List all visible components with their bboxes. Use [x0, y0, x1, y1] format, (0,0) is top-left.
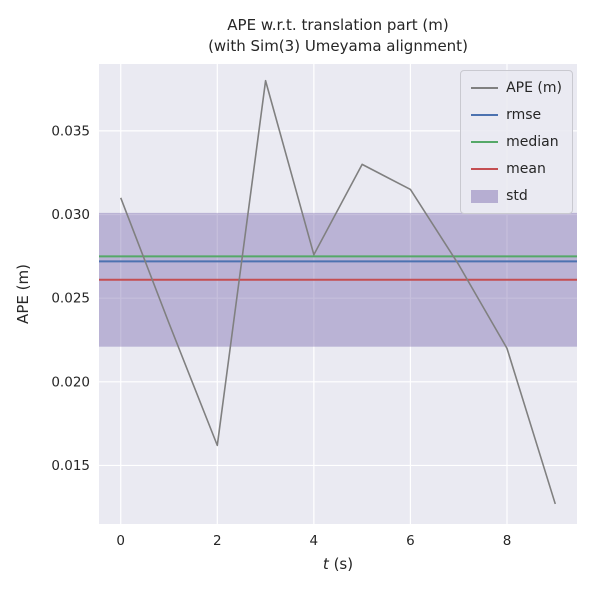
legend-label-median: median: [506, 134, 559, 150]
y-tick-label: 0.020: [51, 374, 90, 390]
x-tick-label: 0: [116, 533, 125, 549]
legend-label-std: std: [506, 188, 528, 204]
x-tick-label: 4: [310, 533, 319, 549]
x-tick-label: 8: [503, 533, 512, 549]
chart-title-line1: APE w.r.t. translation part (m): [227, 16, 449, 34]
legend-item-std: std: [471, 187, 562, 205]
legend-item-rmse: rmse: [471, 106, 562, 124]
x-tick-label: 2: [213, 533, 222, 549]
ape-line-swatch: [471, 87, 499, 89]
legend-label-ape: APE (m): [506, 80, 562, 96]
x-axis-label-unit: (s): [328, 555, 354, 573]
y-tick-label: 0.015: [51, 458, 90, 474]
x-axis-label-variable: t: [322, 555, 329, 573]
x-tick-label: 6: [406, 533, 415, 549]
legend-label-rmse: rmse: [506, 107, 542, 123]
std-patch-swatch: [471, 189, 499, 203]
legend-label-mean: mean: [506, 161, 546, 177]
legend-item-mean: mean: [471, 160, 562, 178]
y-tick-label: 0.035: [51, 123, 90, 139]
y-axis-label: APE (m): [14, 264, 32, 324]
chart-title-line2: (with Sim(3) Umeyama alignment): [208, 37, 468, 55]
legend: APE (m) rmse median mean std: [460, 70, 573, 214]
y-tick-label: 0.030: [51, 207, 90, 223]
median-line-swatch: [471, 141, 499, 143]
legend-item-median: median: [471, 133, 562, 151]
mean-line-swatch: [471, 168, 499, 170]
chart-title: APE w.r.t. translation part (m) (with Si…: [99, 15, 577, 57]
rmse-line-swatch: [471, 114, 499, 116]
x-axis-label: t (s): [99, 555, 577, 573]
legend-item-ape: APE (m): [471, 79, 562, 97]
y-tick-label: 0.025: [51, 291, 90, 307]
ape-line: [119, 79, 557, 505]
